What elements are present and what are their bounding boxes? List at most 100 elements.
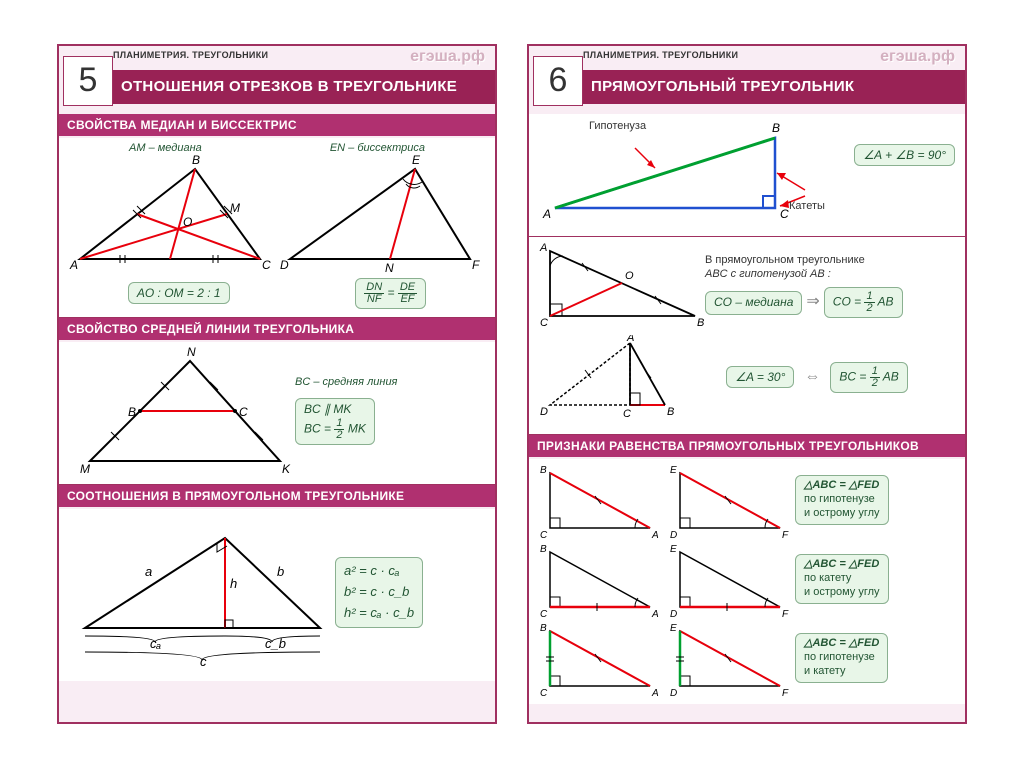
panel5-1: AM – медиана EN – биссектриса A B C M O [59,138,495,318]
svg-text:C: C [540,530,548,538]
bisector-label: EN – биссектриса [330,142,425,154]
median-label: AM – медиана [129,142,202,154]
card6-top: ПЛАНИМЕТРИЯ. ТРЕУГОЛЬНИКИ 6 ПРЯМОУГОЛЬНЫ… [529,46,965,114]
svg-text:E: E [670,465,677,476]
congr2-left: B C A [535,542,665,617]
formula-right-relations: a² = c · cₐ b² = c · c_b h² = cₐ · c_b [335,557,423,627]
svg-text:C: C [623,408,631,420]
right-median-text2: ABC с гипотенузой AB : [705,268,831,280]
congr-box-3: △ABC = △FED по гипотенузе и катету [795,633,888,682]
svg-text:a: a [145,564,152,579]
right-median-text1: В прямоугольном треугольнике [705,253,959,267]
formula-median-ratio: AO : OM = 2 : 1 [128,282,230,304]
congr1-left: B C A [535,463,665,538]
svg-text:B: B [540,465,547,476]
arrow-icon: ⇒ [806,292,819,313]
congr3-right: E D F [665,621,795,696]
svg-text:O: O [625,270,634,282]
svg-text:A: A [651,688,659,696]
formula-co-half: CO = 12 AB [824,287,903,318]
svg-text:h: h [230,576,237,591]
congr-box-2: △ABC = △FED по катету и острому углу [795,554,889,603]
svg-text:F: F [782,688,789,696]
svg-text:A: A [539,242,547,254]
svg-text:A: A [651,530,659,538]
formula-bc-half: BC = 12 AB [830,362,907,393]
formula-angle30: ∠A = 30° [726,366,794,388]
svg-text:A: A [626,335,634,344]
card6-title: ПРЯМОУГОЛЬНЫЙ ТРЕУГОЛЬНИК [583,70,965,104]
formula-midline: BC ∥ MK BC = 12 MK [295,398,375,445]
card-5: егэша.рф ПЛАНИМЕТРИЯ. ТРЕУГОЛЬНИКИ 5 ОТН… [57,44,497,724]
congr2-right: E D F [665,542,795,617]
formula-anglesum: ∠A + ∠B = 90° [854,144,955,166]
svg-text:B: B [540,544,547,555]
svg-text:cₐ: cₐ [150,636,162,651]
panel6-2: A C B O В прямоугольном треугольнике ABC… [529,237,965,435]
svg-text:c_b: c_b [265,636,286,651]
svg-text:B: B [128,405,136,419]
congr1-right: E D F [665,463,795,538]
svg-text:A: A [651,609,659,617]
svg-text:O: O [183,215,192,229]
svg-text:D: D [670,530,677,538]
svg-text:M: M [80,462,90,476]
svg-text:D: D [670,609,677,617]
svg-text:B: B [667,406,674,418]
formula-co-median: CO – медиана [705,291,802,315]
midline-note: BC – средняя линия [295,376,489,388]
section5-2-header: СВОЙСТВО СРЕДНЕЙ ЛИНИИ ТРЕУГОЛЬНИКА [59,318,495,340]
congr3-left: B C A [535,621,665,696]
svg-text:F: F [782,609,789,617]
iff-icon: ⇔ [804,368,820,386]
svg-text:N: N [385,261,394,274]
section5-1-header: СВОЙСТВА МЕДИАН И БИССЕКТРИС [59,114,495,136]
svg-text:D: D [540,406,548,418]
card5-number: 5 [63,56,113,106]
section6-3-header: ПРИЗНАКИ РАВЕНСТВА ПРЯМОУГОЛЬНЫХ ТРЕУГОЛ… [529,435,965,457]
svg-text:C: C [780,207,789,221]
svg-text:E: E [412,154,421,167]
hypotenuse-label: Гипотенуза [589,120,646,132]
breadcrumb5: ПЛАНИМЕТРИЯ. ТРЕУГОЛЬНИКИ [113,50,268,60]
midline-triangle-svg: M N K B C [65,346,295,476]
svg-text:B: B [772,121,780,135]
svg-text:B: B [697,317,704,329]
svg-text:A: A [69,258,78,272]
panel5-3: a b h cₐ c_b c a² = c · cₐ b² = c · c_b … [59,509,495,681]
right-triangle-altitude-svg: a b h cₐ c_b c [65,518,335,668]
card-6: егэша.рф ПЛАНИМЕТРИЯ. ТРЕУГОЛЬНИКИ 6 ПРЯ… [527,44,967,724]
formula-bisector-ratio: DNNF = DEEF [355,278,426,309]
svg-text:B: B [540,623,547,634]
svg-text:D: D [280,258,289,272]
breadcrumb6: ПЛАНИМЕТРИЯ. ТРЕУГОЛЬНИКИ [583,50,738,60]
svg-text:C: C [262,258,271,272]
svg-text:K: K [282,462,291,476]
card6-number: 6 [533,56,583,106]
svg-text:C: C [540,688,548,696]
panel6-1: A B C Гипотенуза Катеты ∠A + ∠B = 90° [529,114,965,237]
card5-top: ПЛАНИМЕТРИЯ. ТРЕУГОЛЬНИКИ 5 ОТНОШЕНИЯ ОТ… [59,46,495,114]
panel6-3: BCA EDF △ABC = △FED по гипотенузе и остр… [529,459,965,704]
svg-text:F: F [472,258,480,272]
svg-text:c: c [200,654,207,668]
section5-3-header: СООТНОШЕНИЯ В ПРЯМОУГОЛЬНОМ ТРЕУГОЛЬНИКЕ [59,485,495,507]
panel5-2: M N K B C BC – средняя линия BC ∥ MK BC … [59,342,495,485]
svg-text:E: E [670,544,677,555]
svg-text:C: C [540,317,548,329]
svg-text:b: b [277,564,284,579]
svg-text:N: N [187,346,196,359]
svg-text:E: E [670,623,677,634]
median-right-svg: A C B O [535,241,705,331]
bisector-triangle-svg: D E F N [275,154,485,274]
svg-text:A: A [542,207,551,221]
svg-text:B: B [192,154,200,167]
card5-title: ОТНОШЕНИЯ ОТРЕЗКОВ В ТРЕУГОЛЬНИКЕ [113,70,495,104]
svg-text:C: C [239,405,248,419]
svg-text:C: C [540,609,548,617]
thirty-degree-svg: A D C B [535,335,675,420]
svg-text:D: D [670,688,677,696]
legs-label: Катеты [789,200,825,212]
median-triangle-svg: A B C M O [65,154,275,274]
svg-text:F: F [782,530,789,538]
